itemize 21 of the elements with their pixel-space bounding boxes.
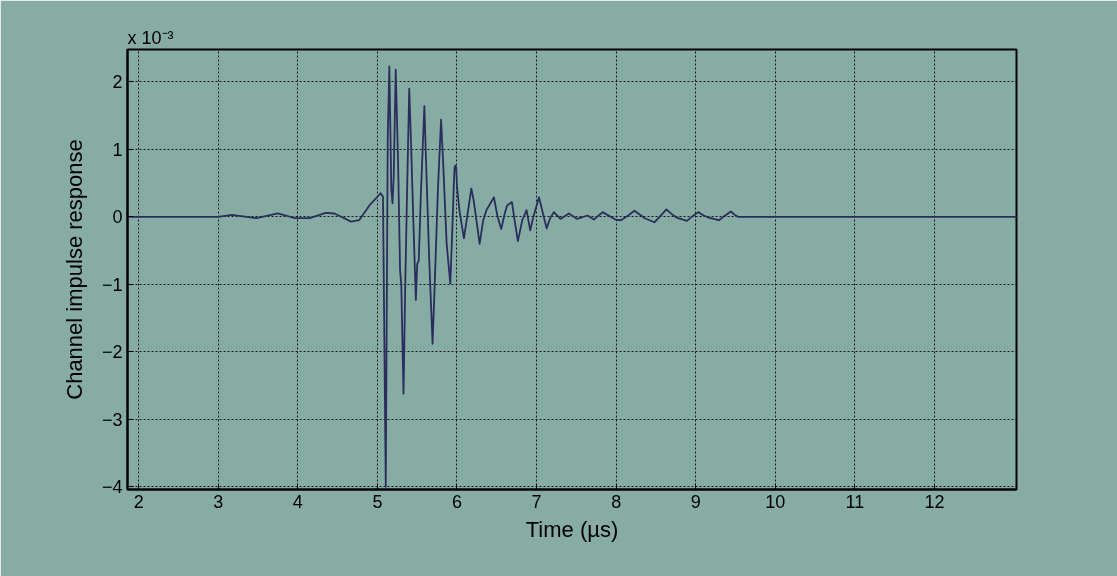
x-tick-label: 3 — [213, 491, 224, 512]
y-tick-label: 0 — [112, 207, 123, 228]
x-tick-label: 8 — [611, 491, 622, 512]
text: x 10⁻³ — [127, 27, 174, 48]
x-tick-label: 2 — [133, 491, 144, 512]
y-tick-label: 2 — [112, 72, 123, 93]
y-axis-title: Channel impulse response — [61, 139, 87, 400]
y-tick-label: −4 — [101, 477, 123, 498]
x-tick-label: 10 — [765, 491, 786, 512]
x-tick-label: 11 — [845, 491, 865, 512]
x-tick-label: 12 — [924, 491, 945, 512]
x-axis-title: Time (µs) — [525, 516, 619, 542]
x-tick-label: 5 — [372, 491, 383, 512]
x-tick-label: 4 — [292, 491, 303, 512]
y-tick-label: −2 — [101, 342, 123, 363]
y-tick-label: 1 — [112, 139, 123, 160]
x-tick-label: 7 — [531, 491, 542, 512]
x-tick-label: 9 — [690, 491, 701, 512]
y-tick-label: −3 — [101, 409, 123, 430]
y-tick-label: −1 — [101, 274, 123, 295]
x-tick-label: 6 — [451, 491, 463, 512]
